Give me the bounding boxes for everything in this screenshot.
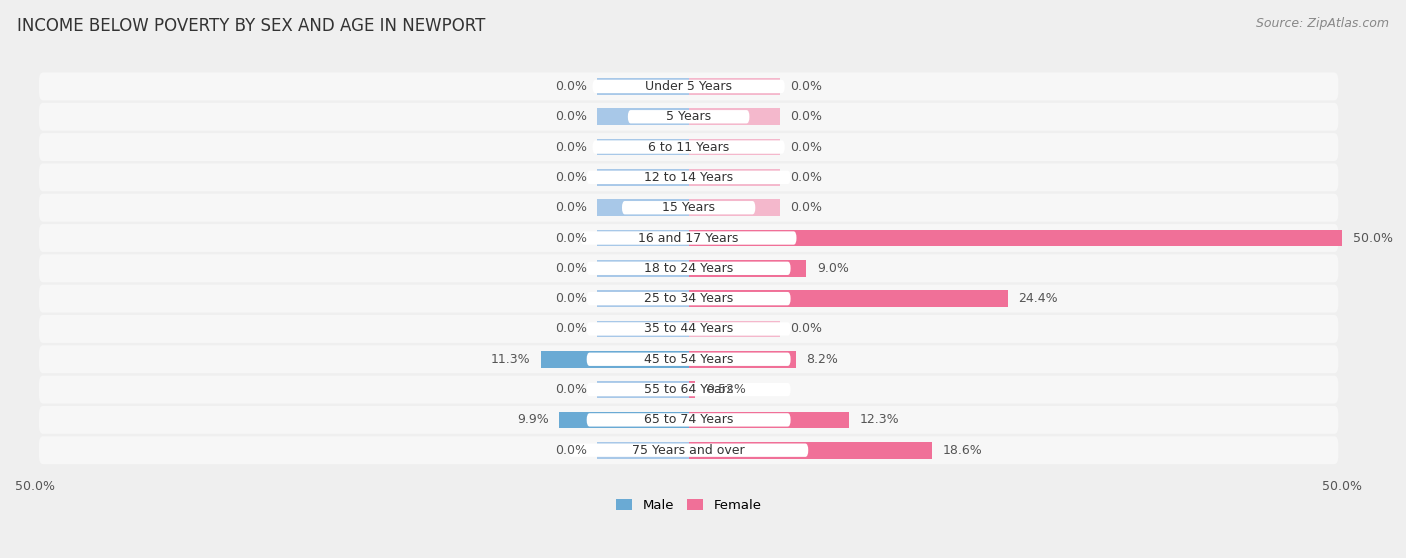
Text: 18.6%: 18.6% <box>942 444 981 456</box>
Bar <box>689 199 780 216</box>
Text: 0.0%: 0.0% <box>790 110 823 123</box>
FancyBboxPatch shape <box>39 315 1339 343</box>
Text: 75 Years and over: 75 Years and over <box>633 444 745 456</box>
FancyBboxPatch shape <box>628 110 749 123</box>
FancyBboxPatch shape <box>39 103 1339 131</box>
Text: 0.0%: 0.0% <box>790 141 823 153</box>
Bar <box>689 260 806 277</box>
FancyBboxPatch shape <box>39 406 1339 434</box>
FancyBboxPatch shape <box>569 444 808 457</box>
Text: 6 to 11 Years: 6 to 11 Years <box>648 141 730 153</box>
FancyBboxPatch shape <box>39 436 1339 464</box>
Text: 0.0%: 0.0% <box>555 201 586 214</box>
Text: 0.0%: 0.0% <box>555 444 586 456</box>
Text: 16 and 17 Years: 16 and 17 Years <box>638 232 738 244</box>
Text: 0.0%: 0.0% <box>790 171 823 184</box>
Bar <box>689 412 849 428</box>
Bar <box>689 230 1343 246</box>
FancyBboxPatch shape <box>39 133 1339 161</box>
Text: 0.0%: 0.0% <box>555 80 586 93</box>
Bar <box>689 381 696 398</box>
FancyBboxPatch shape <box>586 383 790 396</box>
Bar <box>689 78 780 95</box>
FancyBboxPatch shape <box>592 80 785 93</box>
Text: 24.4%: 24.4% <box>1018 292 1057 305</box>
Bar <box>689 290 1008 307</box>
Text: 0.0%: 0.0% <box>555 232 586 244</box>
Bar <box>689 169 780 186</box>
Bar <box>598 290 689 307</box>
Text: 25 to 34 Years: 25 to 34 Years <box>644 292 734 305</box>
FancyBboxPatch shape <box>586 171 790 184</box>
Bar <box>598 381 689 398</box>
Bar <box>598 230 689 246</box>
Bar <box>598 108 689 125</box>
Bar <box>598 139 689 155</box>
Text: 50.0%: 50.0% <box>1353 232 1393 244</box>
FancyBboxPatch shape <box>39 285 1339 312</box>
Text: 55 to 64 Years: 55 to 64 Years <box>644 383 734 396</box>
FancyBboxPatch shape <box>586 323 790 335</box>
Bar <box>598 199 689 216</box>
Text: 65 to 74 Years: 65 to 74 Years <box>644 413 734 426</box>
Text: 0.0%: 0.0% <box>555 262 586 275</box>
Text: 0.0%: 0.0% <box>555 383 586 396</box>
Text: 5 Years: 5 Years <box>666 110 711 123</box>
FancyBboxPatch shape <box>586 292 790 305</box>
Bar <box>598 260 689 277</box>
Text: 0.0%: 0.0% <box>555 323 586 335</box>
Text: 0.0%: 0.0% <box>555 292 586 305</box>
Bar <box>541 351 689 368</box>
Text: 0.0%: 0.0% <box>555 171 586 184</box>
Text: 15 Years: 15 Years <box>662 201 716 214</box>
FancyBboxPatch shape <box>39 224 1339 252</box>
Bar <box>598 169 689 186</box>
Bar <box>598 78 689 95</box>
FancyBboxPatch shape <box>39 163 1339 191</box>
Bar <box>598 442 689 459</box>
FancyBboxPatch shape <box>592 141 785 154</box>
Text: 0.0%: 0.0% <box>555 110 586 123</box>
Text: 9.0%: 9.0% <box>817 262 849 275</box>
Text: 18 to 24 Years: 18 to 24 Years <box>644 262 734 275</box>
FancyBboxPatch shape <box>586 413 790 426</box>
Bar <box>689 139 780 155</box>
Text: 9.9%: 9.9% <box>517 413 548 426</box>
FancyBboxPatch shape <box>39 376 1339 403</box>
FancyBboxPatch shape <box>39 254 1339 282</box>
FancyBboxPatch shape <box>586 353 790 366</box>
Bar <box>689 108 780 125</box>
Bar <box>689 321 780 337</box>
Bar <box>598 321 689 337</box>
Text: 0.52%: 0.52% <box>706 383 745 396</box>
Text: 12 to 14 Years: 12 to 14 Years <box>644 171 733 184</box>
FancyBboxPatch shape <box>621 201 755 214</box>
Text: INCOME BELOW POVERTY BY SEX AND AGE IN NEWPORT: INCOME BELOW POVERTY BY SEX AND AGE IN N… <box>17 17 485 35</box>
Bar <box>689 442 932 459</box>
Text: Source: ZipAtlas.com: Source: ZipAtlas.com <box>1256 17 1389 30</box>
Text: 0.0%: 0.0% <box>790 80 823 93</box>
Bar <box>560 412 689 428</box>
Text: Under 5 Years: Under 5 Years <box>645 80 733 93</box>
Text: 0.0%: 0.0% <box>555 141 586 153</box>
Text: 8.2%: 8.2% <box>806 353 838 365</box>
FancyBboxPatch shape <box>39 73 1339 100</box>
FancyBboxPatch shape <box>581 232 796 244</box>
Text: 45 to 54 Years: 45 to 54 Years <box>644 353 734 365</box>
Text: 12.3%: 12.3% <box>860 413 900 426</box>
Legend: Male, Female: Male, Female <box>610 494 766 518</box>
Text: 35 to 44 Years: 35 to 44 Years <box>644 323 734 335</box>
Text: 11.3%: 11.3% <box>491 353 530 365</box>
Bar <box>689 351 796 368</box>
Text: 0.0%: 0.0% <box>790 323 823 335</box>
FancyBboxPatch shape <box>586 262 790 275</box>
FancyBboxPatch shape <box>39 194 1339 222</box>
Text: 0.0%: 0.0% <box>790 201 823 214</box>
FancyBboxPatch shape <box>39 345 1339 373</box>
